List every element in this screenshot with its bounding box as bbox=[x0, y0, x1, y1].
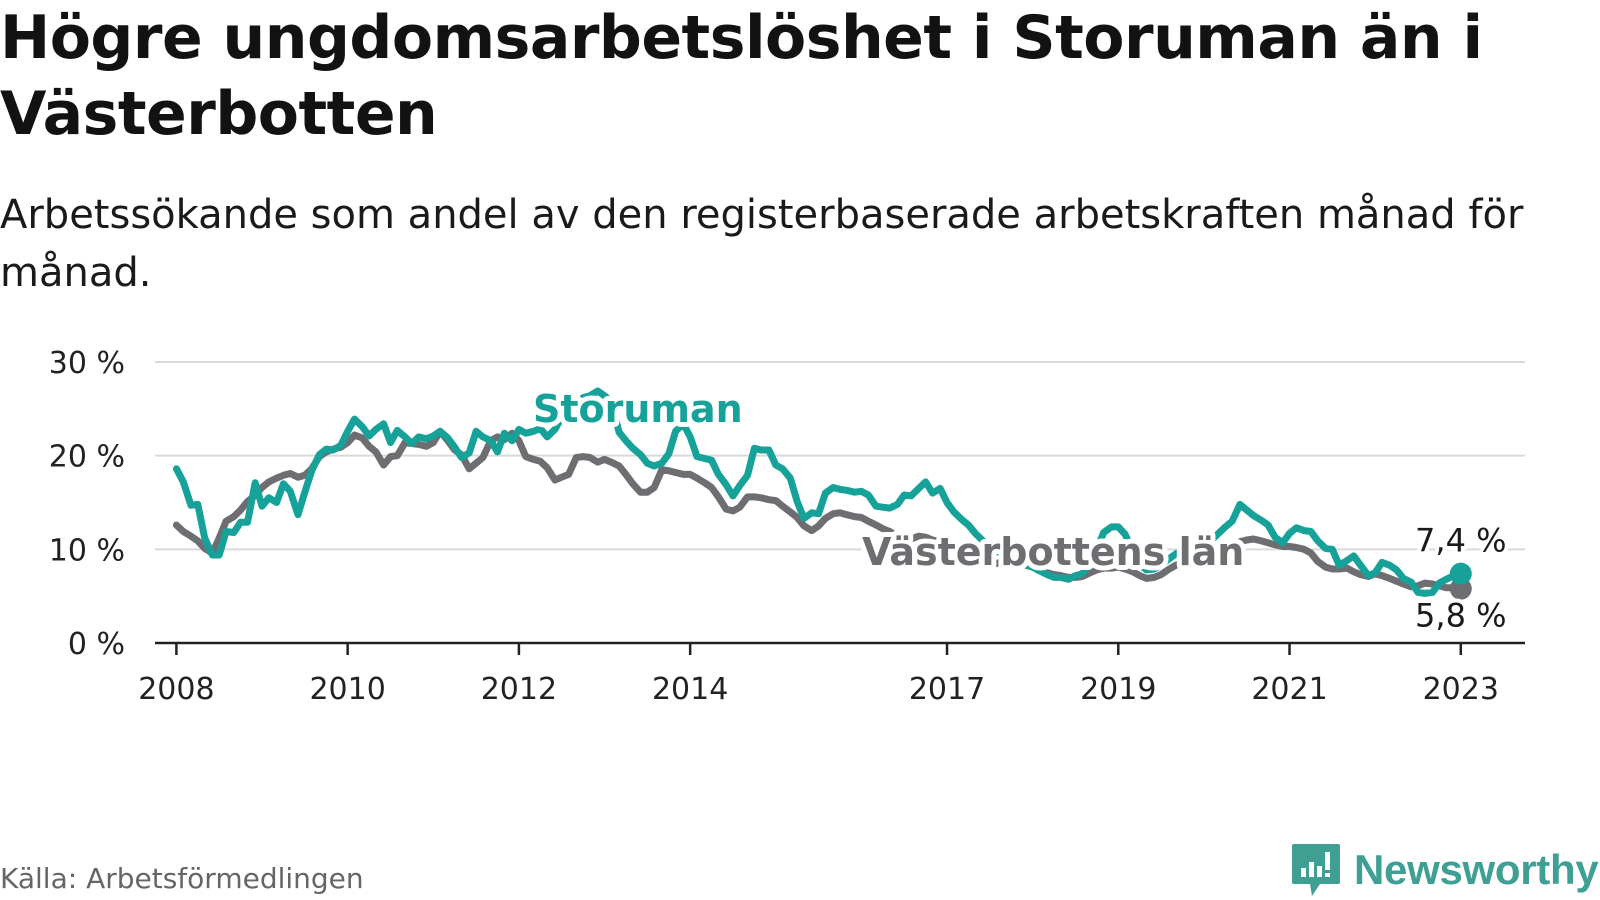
x-tick-label: 2010 bbox=[309, 672, 385, 707]
series-label-storuman: Storuman bbox=[533, 387, 743, 431]
source-note: Källa: Arbetsförmedlingen bbox=[0, 862, 364, 895]
x-tick-label: 2019 bbox=[1080, 672, 1156, 707]
y-axis: 0 % 10 % 20 % 30 % bbox=[49, 346, 125, 662]
end-point-storuman bbox=[1449, 562, 1472, 585]
y-tick-label: 0 % bbox=[68, 627, 125, 662]
x-tick-label: 2012 bbox=[481, 672, 557, 707]
chart-title: Högre ungdomsarbetslöshet i Storuman än … bbox=[0, 3, 1483, 149]
gridlines bbox=[155, 361, 1525, 551]
y-tick-label: 30 % bbox=[49, 346, 125, 381]
series-lines bbox=[172, 387, 1472, 600]
brand-name: Newsworthy bbox=[1354, 846, 1599, 893]
x-tick-label: 2017 bbox=[909, 672, 985, 707]
series-label-lan: Västerbottens län bbox=[862, 530, 1244, 574]
y-tick-label: 10 % bbox=[49, 533, 125, 568]
series-line-lan bbox=[172, 427, 1465, 593]
x-tick-label: 2021 bbox=[1251, 672, 1327, 707]
series-labels: Västerbottens län Storuman 5,8 % 7,4 % bbox=[528, 382, 1511, 639]
end-value-label-lan: 5,8 % bbox=[1415, 597, 1506, 635]
end-value-label-storuman: 7,4 % bbox=[1415, 522, 1506, 560]
line-chart: 0 % 10 % 20 % 30 % 2008 2010 2012 2014 2017 2019… bbox=[49, 346, 1525, 707]
x-tick-label: 2023 bbox=[1423, 672, 1499, 707]
x-tick-label: 2008 bbox=[138, 672, 214, 707]
brand-logo: Newsworthy bbox=[1290, 842, 1599, 898]
newsworthy-icon bbox=[1292, 844, 1340, 896]
y-tick-label: 20 % bbox=[49, 440, 125, 475]
chart-subtitle: Arbetssökande som andel av den registerb… bbox=[0, 192, 1524, 296]
series-line-storuman bbox=[172, 387, 1465, 597]
x-axis: 2008 2010 2012 2014 2017 2019 2021 2023 bbox=[138, 641, 1525, 707]
x-tick-label: 2014 bbox=[652, 672, 728, 707]
